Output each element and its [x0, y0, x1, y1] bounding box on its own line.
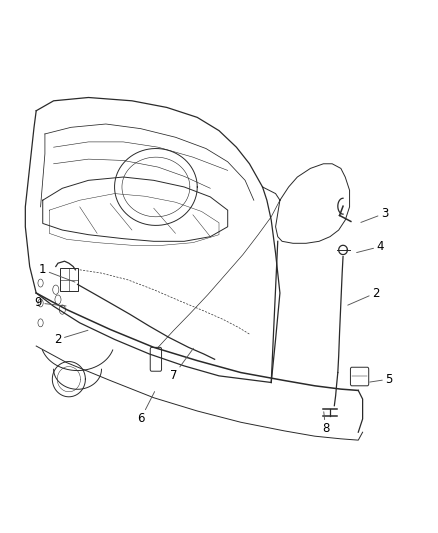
Text: 2: 2 [348, 287, 379, 305]
Text: 3: 3 [361, 207, 388, 222]
Text: 7: 7 [170, 348, 194, 382]
Text: 9: 9 [35, 296, 66, 310]
Text: 6: 6 [137, 392, 155, 425]
Text: 2: 2 [54, 330, 88, 346]
Text: 8: 8 [322, 412, 329, 435]
Bar [60, 268, 78, 292]
Text: 1: 1 [39, 263, 75, 282]
Text: 5: 5 [370, 373, 392, 386]
Text: 4: 4 [357, 240, 384, 253]
